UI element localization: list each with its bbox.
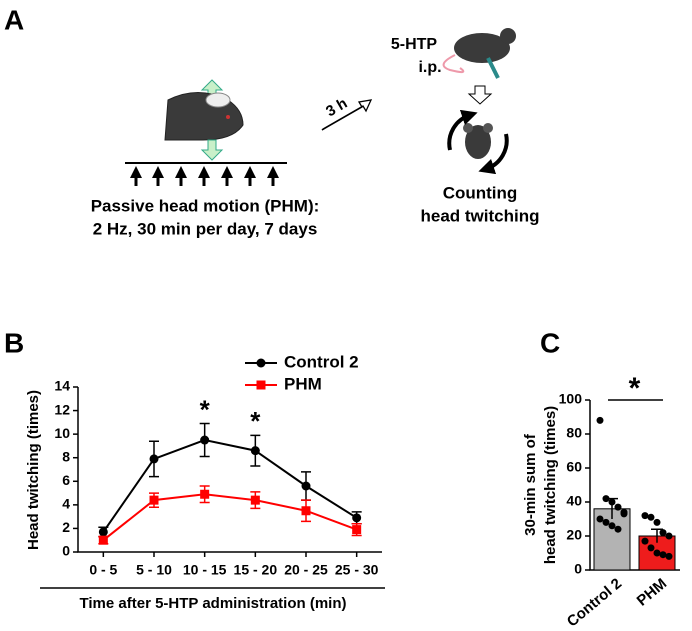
x-tick-label: 25 - 30 — [335, 562, 379, 578]
point — [200, 489, 210, 499]
significance-mark: * — [250, 406, 261, 436]
protocol-detail: 2 Hz, 30 min per day, 7 days — [93, 219, 318, 238]
legend-marker — [256, 380, 266, 390]
y-tick-label: 10 — [54, 425, 70, 441]
data-point — [641, 512, 649, 520]
data-point — [659, 551, 667, 559]
point — [149, 495, 159, 505]
legend-label: PHM — [284, 374, 322, 393]
point — [352, 525, 362, 535]
y-axis-title: Head twitching (times) — [25, 390, 42, 550]
x-axis-title: Time after 5-HTP administration (min) — [80, 595, 347, 612]
series-line — [102, 493, 358, 541]
data-point — [608, 522, 616, 530]
y-tick-label: 6 — [62, 472, 70, 488]
series-line — [102, 438, 358, 533]
y-tick-label: 80 — [566, 425, 582, 441]
y-tick-label: 60 — [566, 459, 582, 475]
y-axis-title: 30-min sum of — [522, 433, 539, 536]
data-point — [647, 513, 655, 521]
legend-label: Control 2 — [284, 352, 359, 371]
data-point — [596, 515, 604, 523]
data-point — [614, 525, 622, 533]
head-motion-illustration — [125, 79, 287, 186]
data-point — [641, 537, 649, 545]
y-tick-label: 2 — [62, 519, 70, 535]
delay-arrow — [321, 99, 373, 131]
outcome-line: head twitching — [421, 206, 540, 225]
x-tick-label: 10 - 15 — [183, 562, 227, 578]
axis — [77, 387, 382, 553]
y-tick-label: 40 — [566, 493, 582, 509]
route-label: i.p. — [418, 59, 441, 76]
data-point — [596, 416, 604, 424]
point — [149, 454, 159, 464]
point — [98, 527, 108, 537]
point — [301, 506, 311, 516]
data-point — [653, 549, 661, 557]
significance-mark: * — [629, 372, 641, 405]
y-tick-label: 14 — [54, 378, 70, 394]
y-axis-title: head twitching (times) — [542, 406, 559, 564]
panel-label: A — [4, 4, 24, 35]
outcome-line: Counting — [443, 183, 518, 202]
point — [352, 513, 362, 523]
data-point — [647, 544, 655, 552]
x-tick-label: Control 2 — [564, 575, 625, 630]
data-point — [602, 518, 610, 526]
point — [98, 535, 108, 545]
data-point — [659, 529, 667, 537]
x-tick-label: PHM — [634, 575, 670, 609]
drug-label: 5-HTP — [391, 36, 438, 53]
data-point — [653, 518, 661, 526]
data-point — [665, 532, 673, 540]
y-tick-label: 20 — [566, 527, 582, 543]
down-arrow — [467, 85, 493, 105]
point — [250, 446, 260, 456]
counting-mouse — [447, 109, 509, 175]
injected-mouse — [442, 28, 516, 79]
data-point — [620, 508, 628, 516]
panel-label: C — [540, 327, 560, 358]
legend-marker — [256, 358, 266, 368]
y-tick-label: 0 — [574, 561, 582, 577]
x-tick-label: 0 - 5 — [89, 562, 117, 578]
significance-mark: * — [200, 394, 211, 424]
y-tick-label: 12 — [54, 401, 70, 417]
data-point — [665, 552, 673, 560]
panel-label: B — [4, 327, 24, 358]
error-bar — [651, 528, 663, 543]
data-point — [614, 503, 622, 511]
point — [200, 435, 210, 445]
data-point — [602, 495, 610, 503]
x-tick-label: 5 - 10 — [136, 562, 172, 578]
y-tick-label: 0 — [62, 543, 70, 559]
protocol-title: Passive head motion (PHM): — [91, 196, 320, 215]
y-tick-label: 4 — [62, 496, 70, 512]
y-tick-label: 100 — [559, 391, 583, 407]
x-tick-label: 15 - 20 — [234, 562, 278, 578]
data-point — [608, 498, 616, 506]
x-tick-label: 20 - 25 — [284, 562, 328, 578]
point — [250, 495, 260, 505]
y-tick-label: 8 — [62, 448, 70, 464]
point — [301, 481, 311, 491]
